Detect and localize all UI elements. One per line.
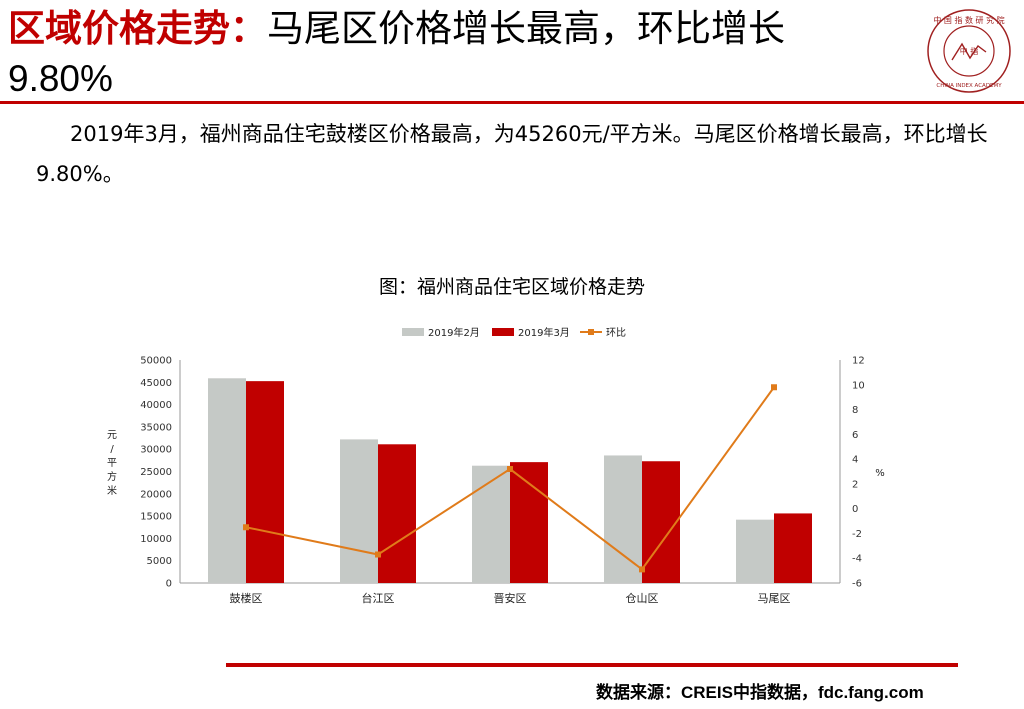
y-axis-label: 平 <box>107 458 117 469</box>
chart-svg: 0 5000 10000 15000 20000 25000 30000 35000 40000… <box>107 326 885 605</box>
y-axis-label: 米 <box>107 484 117 497</box>
bar-mar <box>642 461 680 583</box>
y-tick-label: 0 <box>166 579 172 590</box>
y-tick-label: 5000 <box>147 556 172 567</box>
y-tick-label: 25000 <box>140 467 172 478</box>
mom-point <box>507 466 513 473</box>
y-tick-label: 40000 <box>140 400 172 411</box>
china-index-academy-seal-icon: 中 国 指 数 研 究 院 CHINA INDEX ACADEMY 中 指 <box>926 8 1012 94</box>
y2-tick-label: 8 <box>852 405 858 416</box>
header-divider <box>0 101 1024 104</box>
mom-point <box>243 524 249 531</box>
chart: 0 5000 10000 15000 20000 25000 30000 35000 40000… <box>90 318 920 618</box>
logo-center: 中 指 <box>960 46 979 56</box>
y2-axis-label: % <box>875 468 885 479</box>
y2-tick-label: 6 <box>852 430 858 441</box>
y2-tick-label: 10 <box>852 380 865 391</box>
bar-mar <box>510 462 548 583</box>
y-tick-label: 35000 <box>140 422 172 433</box>
y-tick-label: 15000 <box>140 512 172 523</box>
y2-tick-label: -4 <box>852 554 862 565</box>
bar-mar <box>246 381 284 583</box>
y2-tick-label: 12 <box>852 356 865 367</box>
x-tick-label: 鼓楼区 <box>230 591 263 605</box>
mom-point <box>639 566 645 573</box>
x-tick-label: 台江区 <box>362 591 395 605</box>
y-tick-label: 20000 <box>140 489 172 500</box>
y2-tick-label: -6 <box>852 579 862 590</box>
bar-feb <box>604 455 642 583</box>
page-title: 区域价格走势：马尾区价格增长最高，环比增长 9.80% <box>8 4 908 104</box>
summary-text: 2019年3月，福州商品住宅鼓楼区价格最高，为45260元/平方米。马尾区价格增… <box>36 122 988 186</box>
legend-label: 环比 <box>606 327 626 339</box>
legend-label: 2019年3月 <box>518 326 570 339</box>
legend-label: 2019年2月 <box>428 326 480 339</box>
title-rest: 马尾区价格增长最高，环比增长 <box>267 7 785 50</box>
footer-divider <box>226 663 958 667</box>
y-axis-label: / <box>110 444 114 455</box>
y2-tick-label: 0 <box>852 504 858 515</box>
data-source: 数据来源：CREIS中指数据，fdc.fang.com <box>596 683 924 702</box>
legend-swatch <box>402 328 424 336</box>
logo-text-cn: 中 国 指 数 研 究 院 <box>933 15 1004 25</box>
mom-point <box>771 384 777 391</box>
title-bold: 区域价格走势： <box>8 7 267 50</box>
legend-swatch <box>492 328 514 336</box>
y2-tick-label: 2 <box>852 479 858 490</box>
title-value: 9.80% <box>8 58 113 99</box>
bar-mar <box>774 513 812 583</box>
x-tick-label: 仓山区 <box>626 591 659 605</box>
bar-mar <box>378 444 416 583</box>
y2-tick-label: 4 <box>852 455 858 466</box>
y-tick-label: 30000 <box>140 445 172 456</box>
y-axis-label: 元 <box>107 430 117 441</box>
chart-title: 图：福州商品住宅区域价格走势 <box>378 276 645 298</box>
y-tick-label: 50000 <box>140 356 172 367</box>
bar-feb <box>340 439 378 583</box>
legend-marker <box>588 329 594 335</box>
bar-feb <box>736 519 774 583</box>
x-tick-label: 晋安区 <box>494 591 527 605</box>
y-tick-label: 10000 <box>140 534 172 545</box>
y-axis-label: 方 <box>107 470 117 483</box>
y-tick-label: 45000 <box>140 378 172 389</box>
bar-feb <box>208 378 246 583</box>
bar-feb <box>472 465 510 583</box>
y2-tick-label: -2 <box>852 529 862 540</box>
logo-text-en: CHINA INDEX ACADEMY <box>936 83 1002 89</box>
x-tick-label: 马尾区 <box>758 592 791 605</box>
summary-paragraph: 2019年3月，福州商品住宅鼓楼区价格最高，为45260元/平方米。马尾区价格增… <box>36 114 996 194</box>
mom-point <box>375 551 381 558</box>
